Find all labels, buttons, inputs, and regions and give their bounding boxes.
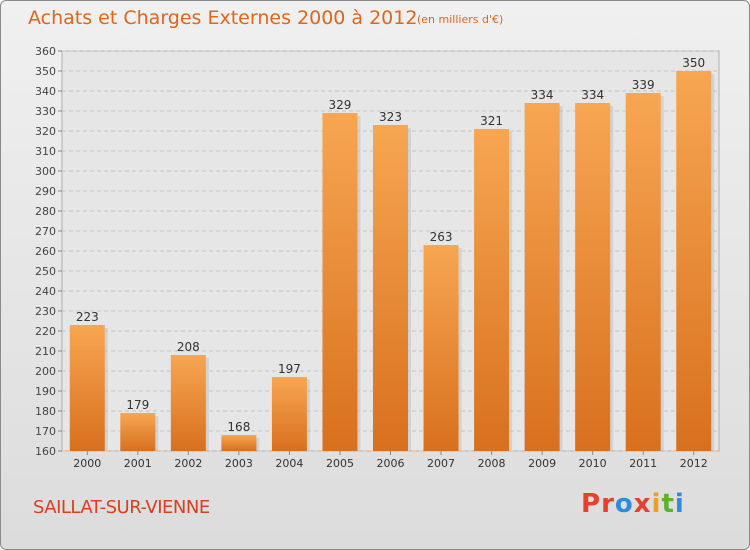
bar-2005 [322,113,358,451]
y-tick-label: 310 [35,145,56,158]
y-axis-ticks: 160 170 180 190 200 210 220 230 240 250 260 270 280 2… [35,45,56,458]
bar-2011 [625,93,661,451]
location-label: SAILLAT-SUR-VIENNE [33,497,210,518]
data-label: 168 [227,420,250,434]
bar-2003 [221,435,257,451]
data-label: 321 [480,114,503,128]
proxiti-logo[interactable]: Proxiti [581,489,685,519]
data-label: 223 [76,310,99,324]
x-tick-label: 2010 [579,457,607,470]
logo-letter: o [614,489,634,519]
y-tick-label: 200 [35,365,56,378]
y-tick-label: 290 [35,185,56,198]
y-tick-label: 330 [35,105,56,118]
x-tick-label: 2005 [326,457,354,470]
logo-letter: i [674,489,685,519]
bar-2012 [676,71,712,451]
y-tick-label: 160 [35,445,56,458]
logo-letter: i [651,489,662,519]
y-tick-label: 210 [35,345,56,358]
data-label: 323 [379,110,402,124]
chart-unit: (en milliers d'€) [417,13,504,26]
bars [69,71,715,451]
y-tick-label: 230 [35,305,56,318]
bar-2001 [120,413,156,451]
logo-letter: P [581,489,602,519]
y-tick-label: 320 [35,125,56,138]
x-axis-ticks: 2000 2001 2002 2003 2004 2005 2006 2007 2008 2009… [73,451,708,470]
y-tick-label: 190 [35,385,56,398]
x-tick-label: 2011 [629,457,657,470]
bar-2000 [69,325,105,451]
bar-2008 [474,129,510,451]
data-label: 197 [278,362,301,376]
y-tick-label: 340 [35,85,56,98]
logo-letter: x [633,489,652,519]
data-label: 339 [632,78,655,92]
bar-2006 [373,125,408,451]
data-labels: 223 179 208 168 197 329 323 263 321 334 334 339 350 [76,56,705,434]
bar-2004 [271,377,307,451]
y-tick-label: 250 [35,265,56,278]
bar-2007 [423,245,459,451]
data-label: 179 [126,398,149,412]
x-tick-label: 2008 [478,457,506,470]
x-tick-label: 2007 [427,457,455,470]
x-tick-label: 2003 [225,457,253,470]
y-tick-label: 270 [35,225,56,238]
data-label: 334 [581,88,604,102]
data-label: 208 [177,340,200,354]
x-tick-label: 2001 [124,457,152,470]
y-tick-label: 300 [35,165,56,178]
bar-2002 [170,355,206,451]
y-tick-label: 280 [35,205,56,218]
y-tick-label: 350 [35,65,56,78]
data-label: 334 [531,88,554,102]
x-tick-label: 2009 [528,457,556,470]
x-tick-label: 2012 [680,457,708,470]
bar-2009 [524,103,560,451]
data-label: 350 [682,56,705,70]
x-tick-label: 2000 [73,457,101,470]
bar-2010 [575,103,611,451]
logo-letter: r [601,489,615,519]
x-tick-label: 2002 [174,457,202,470]
logo-letter: t [661,489,675,519]
y-tick-label: 240 [35,285,56,298]
y-tick-label: 260 [35,245,56,258]
x-tick-label: 2006 [377,457,405,470]
y-tick-label: 220 [35,325,56,338]
chart-title: Achats et Charges Externes 2000 à 2012 [28,7,418,29]
data-label: 263 [430,230,453,244]
x-tick-label: 2004 [275,457,303,470]
data-label: 329 [329,98,352,112]
y-tick-label: 360 [35,45,56,58]
y-tick-label: 170 [35,425,56,438]
y-tick-label: 180 [35,405,56,418]
